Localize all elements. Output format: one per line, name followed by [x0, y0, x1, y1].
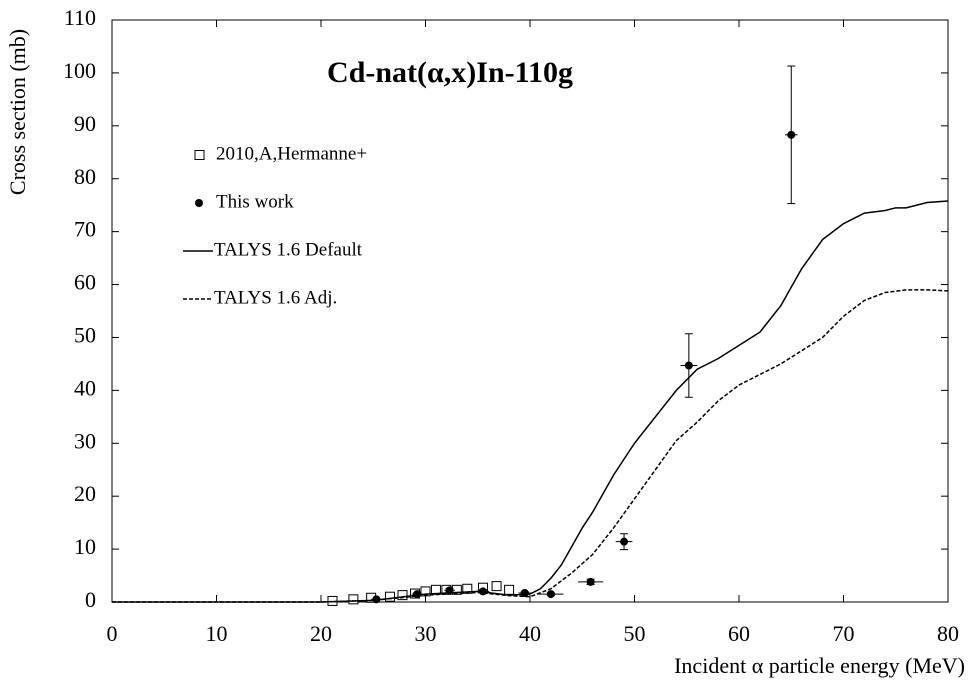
y-axis-label: Cross section (mb)	[5, 29, 30, 195]
x-axis-label: Incident α particle energy (MeV)	[674, 653, 965, 678]
y-tick-label: 10	[74, 534, 96, 559]
data-point	[586, 577, 595, 586]
y-tick-label: 20	[74, 481, 96, 506]
legend-swatch	[195, 199, 203, 207]
data-point	[420, 586, 431, 597]
y-tick-label: 110	[64, 5, 96, 30]
data-point	[348, 594, 359, 605]
data-point	[384, 591, 395, 602]
y-tick-label: 90	[74, 111, 96, 136]
legend-label: 2010,A,Hermanne+	[216, 143, 367, 164]
x-tick-label: 50	[624, 621, 646, 646]
x-tick-label: 20	[310, 621, 332, 646]
legend-label: TALYS 1.6 Default	[214, 239, 363, 260]
data-point	[504, 584, 515, 595]
y-tick-label: 60	[74, 270, 96, 295]
data-point	[787, 130, 796, 139]
y-tick-label: 30	[74, 428, 96, 453]
model-line	[112, 289, 949, 603]
data-point	[397, 590, 408, 601]
y-tick-label: 80	[74, 164, 96, 189]
x-tick-label: 10	[206, 621, 228, 646]
data-point	[491, 581, 502, 592]
y-tick-label: 40	[74, 375, 96, 400]
y-tick-label: 0	[85, 587, 96, 612]
x-tick-label: 0	[107, 621, 118, 646]
x-tick-label: 30	[415, 621, 437, 646]
y-tick-label: 100	[63, 58, 96, 83]
data-point	[546, 590, 555, 599]
x-tick-label: 80	[937, 621, 959, 646]
data-point	[684, 361, 693, 370]
plot-frame	[111, 19, 949, 603]
legend-label: TALYS 1.6 Adj.	[214, 287, 337, 308]
y-tick-label: 50	[74, 323, 96, 348]
y-tick-label: 70	[74, 217, 96, 242]
model-line	[112, 200, 949, 603]
legend-swatch	[194, 150, 205, 160]
x-tick-label: 60	[728, 621, 750, 646]
legend-label: This work	[216, 191, 294, 212]
data-point	[620, 537, 629, 546]
x-tick-label: 70	[833, 621, 855, 646]
chart-title: Cd-nat(α,x)In-110g	[327, 56, 573, 89]
x-tick-label: 40	[519, 621, 541, 646]
